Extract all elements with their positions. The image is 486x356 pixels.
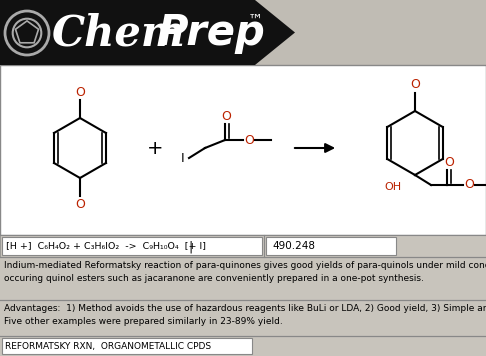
Bar xyxy=(0,65,486,235)
Text: O: O xyxy=(75,85,85,99)
Text: O: O xyxy=(221,110,231,124)
Bar xyxy=(2,338,252,354)
Text: O: O xyxy=(464,178,474,192)
Text: |: | xyxy=(188,241,192,253)
Text: Indium-mediated Reformatsky reaction of para-quinones gives good yields of para-: Indium-mediated Reformatsky reaction of … xyxy=(4,261,486,283)
Text: [H +]  C₆H₄O₂ + C₃H₆IO₂  ->  C₉H₁₀O₄  [+ I]: [H +] C₆H₄O₂ + C₃H₆IO₂ -> C₉H₁₀O₄ [+ I] xyxy=(6,241,206,251)
Text: +: + xyxy=(147,138,163,157)
Text: REFORMATSKY RXN,  ORGANOMETALLIC CPDS: REFORMATSKY RXN, ORGANOMETALLIC CPDS xyxy=(5,341,211,351)
Text: O: O xyxy=(444,157,454,169)
Text: Chem: Chem xyxy=(52,12,186,54)
Bar xyxy=(0,257,486,300)
Text: OH: OH xyxy=(384,182,401,192)
Text: 490.248: 490.248 xyxy=(272,241,315,251)
Text: Advantages:  1) Method avoids the use of hazardous reagents like BuLi or LDA, 2): Advantages: 1) Method avoids the use of … xyxy=(4,304,486,326)
Bar xyxy=(266,237,396,255)
Text: O: O xyxy=(75,198,85,210)
Text: I: I xyxy=(181,152,185,164)
Text: O: O xyxy=(244,134,254,147)
Text: ™: ™ xyxy=(248,12,263,27)
Bar xyxy=(0,235,486,257)
Bar xyxy=(0,0,486,65)
Text: O: O xyxy=(410,79,420,91)
Bar xyxy=(0,336,486,356)
Text: Prep: Prep xyxy=(157,12,265,54)
Circle shape xyxy=(5,11,49,55)
Bar xyxy=(2,237,262,255)
Bar xyxy=(0,300,486,336)
Polygon shape xyxy=(0,0,295,65)
